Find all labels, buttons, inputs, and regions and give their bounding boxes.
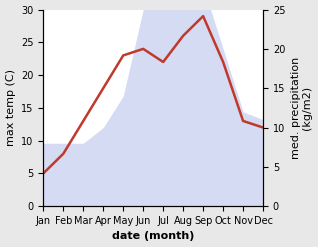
Y-axis label: max temp (C): max temp (C) — [5, 69, 16, 146]
X-axis label: date (month): date (month) — [112, 231, 194, 242]
Y-axis label: med. precipitation
(kg/m2): med. precipitation (kg/m2) — [291, 57, 313, 159]
